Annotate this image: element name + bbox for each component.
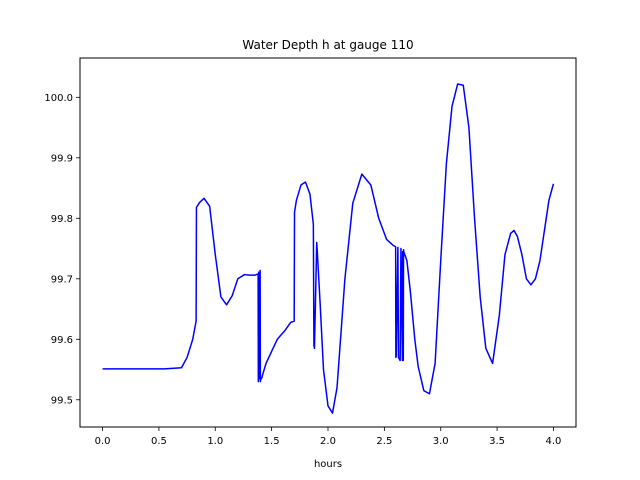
y-tick-label: 99.8 (51, 214, 73, 225)
series-line-0 (102, 83, 555, 414)
x-tick-label: 3.0 (433, 436, 449, 447)
x-tick-label: 3.5 (489, 436, 505, 447)
y-tick-label: 99.9 (51, 153, 73, 164)
x-tick-label: 2.5 (376, 436, 392, 447)
x-axis: 0.0 0.5 1.0 1.5 2.0 2.5 3.0 3.5 4.0 (95, 427, 562, 447)
y-tick-label: 100.0 (44, 93, 73, 104)
y-tick-label: 99.7 (51, 274, 73, 285)
x-tick-label: 1.5 (264, 436, 280, 447)
x-tick-label: 0.5 (151, 436, 167, 447)
x-tick-label: 2.0 (320, 436, 336, 447)
x-tick-label: 0.0 (95, 436, 111, 447)
x-tick-label: 1.0 (207, 436, 223, 447)
chart-title: Water Depth h at gauge 110 (242, 38, 413, 52)
y-tick-label: 99.6 (51, 335, 73, 346)
y-axis: 99.5 99.6 99.7 99.8 99.9 100.0 (44, 93, 80, 406)
y-tick-label: 99.5 (51, 395, 73, 406)
plot-series-group (102, 83, 555, 414)
x-axis-label: hours (314, 459, 342, 470)
x-tick-label: 4.0 (546, 436, 562, 447)
